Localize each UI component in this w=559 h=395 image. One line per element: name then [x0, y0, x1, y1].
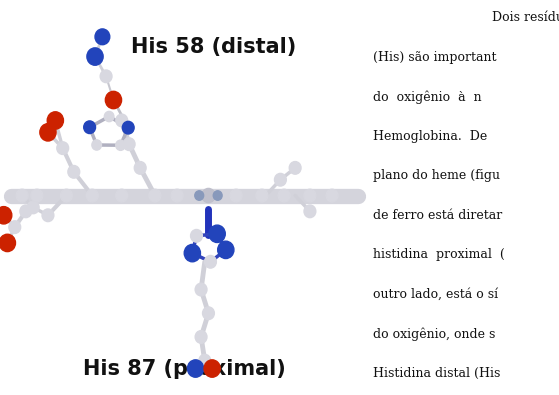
- Circle shape: [9, 221, 21, 233]
- Circle shape: [213, 191, 222, 200]
- Circle shape: [199, 354, 211, 367]
- Circle shape: [105, 91, 121, 109]
- Circle shape: [42, 209, 54, 222]
- Circle shape: [116, 114, 127, 127]
- Circle shape: [326, 189, 338, 202]
- Circle shape: [116, 189, 127, 202]
- Circle shape: [195, 191, 203, 200]
- Text: His 87 (proximal): His 87 (proximal): [83, 359, 286, 379]
- Text: de ferro está diretar: de ferro está diretar: [373, 209, 502, 222]
- Circle shape: [171, 189, 183, 202]
- Circle shape: [278, 189, 290, 202]
- Circle shape: [209, 225, 225, 243]
- Circle shape: [202, 188, 215, 203]
- Circle shape: [0, 207, 12, 224]
- Circle shape: [304, 189, 316, 202]
- Text: (His) são important: (His) são important: [373, 51, 496, 64]
- Circle shape: [187, 360, 203, 377]
- Circle shape: [57, 142, 69, 154]
- Circle shape: [86, 189, 98, 202]
- Circle shape: [184, 245, 201, 262]
- Circle shape: [256, 189, 268, 202]
- Text: His 58 (distal): His 58 (distal): [131, 38, 297, 57]
- Circle shape: [60, 189, 72, 202]
- Circle shape: [195, 283, 207, 296]
- Text: do oxigênio, onde s: do oxigênio, onde s: [373, 327, 495, 340]
- Circle shape: [92, 140, 102, 150]
- Circle shape: [0, 234, 16, 252]
- Circle shape: [204, 360, 220, 377]
- Circle shape: [20, 205, 32, 218]
- Circle shape: [202, 307, 214, 320]
- Circle shape: [122, 121, 134, 134]
- Circle shape: [191, 229, 202, 242]
- Circle shape: [274, 173, 286, 186]
- Circle shape: [68, 166, 80, 178]
- Circle shape: [84, 121, 96, 134]
- Text: outro lado, está o sí: outro lado, está o sí: [373, 288, 498, 301]
- Circle shape: [87, 48, 103, 65]
- Circle shape: [116, 140, 125, 150]
- Text: plano do heme (figu: plano do heme (figu: [373, 169, 500, 182]
- Circle shape: [304, 205, 316, 218]
- Circle shape: [195, 331, 207, 343]
- Circle shape: [217, 241, 234, 259]
- Text: histidina  proximal  (: histidina proximal (: [373, 248, 505, 261]
- Circle shape: [105, 111, 114, 122]
- Circle shape: [47, 112, 64, 129]
- Text: Dois resíduo: Dois resíduo: [492, 11, 559, 24]
- Circle shape: [134, 162, 146, 174]
- Circle shape: [100, 70, 112, 83]
- Text: do  oxigênio  à  n: do oxigênio à n: [373, 90, 481, 103]
- Circle shape: [27, 201, 39, 214]
- Circle shape: [40, 124, 56, 141]
- Text: Histidina distal (His: Histidina distal (His: [373, 367, 500, 380]
- Circle shape: [123, 138, 135, 150]
- Circle shape: [31, 189, 43, 202]
- Circle shape: [205, 256, 216, 268]
- Circle shape: [149, 189, 161, 202]
- Circle shape: [95, 29, 110, 45]
- Text: Hemoglobina.  De: Hemoglobina. De: [373, 130, 487, 143]
- Circle shape: [16, 189, 28, 202]
- Circle shape: [289, 162, 301, 174]
- Circle shape: [230, 189, 242, 202]
